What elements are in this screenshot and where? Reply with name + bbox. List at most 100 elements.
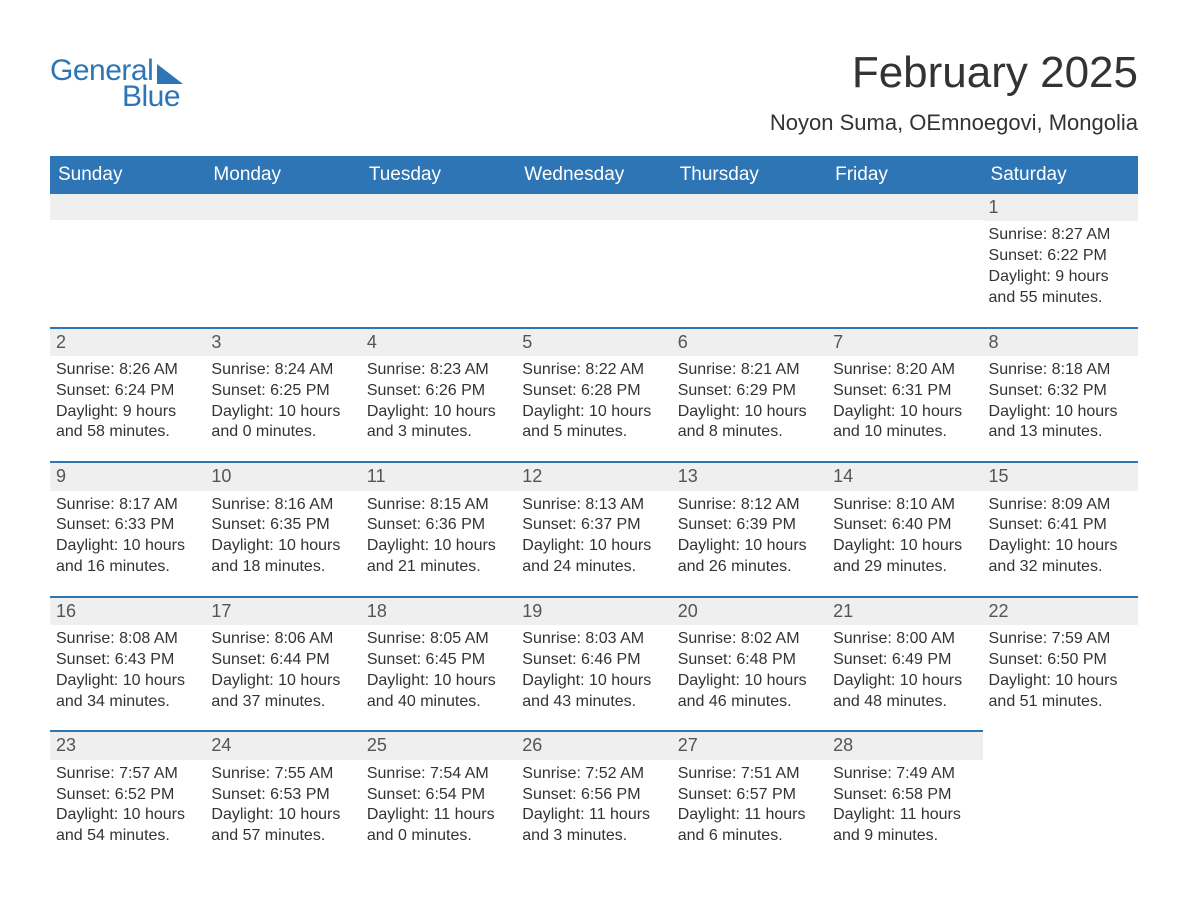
sunrise-text: Sunrise: 8:22 AM <box>522 360 665 381</box>
day-number: 8 <box>983 327 1138 356</box>
day-cell <box>516 194 671 327</box>
daylight-text: Daylight: 11 hours and 9 minutes. <box>833 805 976 847</box>
sunset-text: Sunset: 6:28 PM <box>522 381 665 402</box>
day-number: 24 <box>205 730 360 759</box>
sunset-text: Sunset: 6:49 PM <box>833 650 976 671</box>
page-title: February 2025 <box>770 48 1138 98</box>
empty-day-band <box>361 194 516 220</box>
daylight-text: Daylight: 11 hours and 0 minutes. <box>367 805 510 847</box>
day-number: 23 <box>50 730 205 759</box>
daylight-text: Daylight: 10 hours and 57 minutes. <box>211 805 354 847</box>
day-number: 17 <box>205 596 360 625</box>
sunrise-text: Sunrise: 8:16 AM <box>211 495 354 516</box>
calendar-table: Sunday Monday Tuesday Wednesday Thursday… <box>50 156 1138 865</box>
sunrise-text: Sunrise: 7:55 AM <box>211 764 354 785</box>
sunrise-text: Sunrise: 8:13 AM <box>522 495 665 516</box>
daylight-text: Daylight: 10 hours and 29 minutes. <box>833 536 976 578</box>
day-cell: 18Sunrise: 8:05 AMSunset: 6:45 PMDayligh… <box>361 596 516 731</box>
day-number: 28 <box>827 730 982 759</box>
day-number: 18 <box>361 596 516 625</box>
daylight-text: Daylight: 10 hours and 16 minutes. <box>56 536 199 578</box>
day-number: 20 <box>672 596 827 625</box>
day-number: 5 <box>516 327 671 356</box>
day-number: 22 <box>983 596 1138 625</box>
week-row: 9Sunrise: 8:17 AMSunset: 6:33 PMDaylight… <box>50 461 1138 596</box>
day-cell <box>361 194 516 327</box>
sunrise-text: Sunrise: 8:10 AM <box>833 495 976 516</box>
dow-wednesday: Wednesday <box>516 156 671 194</box>
sunset-text: Sunset: 6:22 PM <box>989 246 1132 267</box>
sunrise-text: Sunrise: 7:57 AM <box>56 764 199 785</box>
day-cell: 1Sunrise: 8:27 AMSunset: 6:22 PMDaylight… <box>983 194 1138 327</box>
sunset-text: Sunset: 6:50 PM <box>989 650 1132 671</box>
day-cell: 21Sunrise: 8:00 AMSunset: 6:49 PMDayligh… <box>827 596 982 731</box>
daylight-text: Daylight: 10 hours and 54 minutes. <box>56 805 199 847</box>
daylight-text: Daylight: 10 hours and 10 minutes. <box>833 402 976 444</box>
day-cell: 5Sunrise: 8:22 AMSunset: 6:28 PMDaylight… <box>516 327 671 462</box>
daylight-text: Daylight: 10 hours and 34 minutes. <box>56 671 199 713</box>
day-cell: 15Sunrise: 8:09 AMSunset: 6:41 PMDayligh… <box>983 461 1138 596</box>
sunrise-text: Sunrise: 7:52 AM <box>522 764 665 785</box>
header: General Blue February 2025 Noyon Suma, O… <box>50 48 1138 150</box>
week-row: 16Sunrise: 8:08 AMSunset: 6:43 PMDayligh… <box>50 596 1138 731</box>
daylight-text: Daylight: 10 hours and 51 minutes. <box>989 671 1132 713</box>
daylight-text: Daylight: 11 hours and 3 minutes. <box>522 805 665 847</box>
sunrise-text: Sunrise: 8:02 AM <box>678 629 821 650</box>
day-cell: 20Sunrise: 8:02 AMSunset: 6:48 PMDayligh… <box>672 596 827 731</box>
day-cell: 3Sunrise: 8:24 AMSunset: 6:25 PMDaylight… <box>205 327 360 462</box>
sunrise-text: Sunrise: 8:06 AM <box>211 629 354 650</box>
day-cell: 27Sunrise: 7:51 AMSunset: 6:57 PMDayligh… <box>672 730 827 865</box>
location-subtitle: Noyon Suma, OEmnoegovi, Mongolia <box>770 110 1138 136</box>
sunset-text: Sunset: 6:40 PM <box>833 515 976 536</box>
sunrise-text: Sunrise: 8:00 AM <box>833 629 976 650</box>
sunrise-text: Sunrise: 8:03 AM <box>522 629 665 650</box>
daylight-text: Daylight: 9 hours and 58 minutes. <box>56 402 199 444</box>
day-number: 11 <box>361 461 516 490</box>
day-number: 19 <box>516 596 671 625</box>
daylight-text: Daylight: 10 hours and 8 minutes. <box>678 402 821 444</box>
daylight-text: Daylight: 10 hours and 18 minutes. <box>211 536 354 578</box>
week-row: 1Sunrise: 8:27 AMSunset: 6:22 PMDaylight… <box>50 194 1138 327</box>
day-number: 27 <box>672 730 827 759</box>
empty-day-band <box>50 194 205 220</box>
dow-tuesday: Tuesday <box>361 156 516 194</box>
day-number: 7 <box>827 327 982 356</box>
sunset-text: Sunset: 6:36 PM <box>367 515 510 536</box>
sunset-text: Sunset: 6:48 PM <box>678 650 821 671</box>
day-cell: 25Sunrise: 7:54 AMSunset: 6:54 PMDayligh… <box>361 730 516 865</box>
sunset-text: Sunset: 6:52 PM <box>56 785 199 806</box>
day-number: 21 <box>827 596 982 625</box>
daylight-text: Daylight: 9 hours and 55 minutes. <box>989 267 1132 309</box>
day-number: 15 <box>983 461 1138 490</box>
day-number: 6 <box>672 327 827 356</box>
day-cell <box>205 194 360 327</box>
day-number: 16 <box>50 596 205 625</box>
day-number: 3 <box>205 327 360 356</box>
sunrise-text: Sunrise: 8:23 AM <box>367 360 510 381</box>
sunset-text: Sunset: 6:33 PM <box>56 515 199 536</box>
day-cell: 10 Sunrise: 8:16 AMSunset: 6:35 PMDayligh… <box>205 461 360 596</box>
daylight-text: Daylight: 10 hours and 32 minutes. <box>989 536 1132 578</box>
sunset-text: Sunset: 6:39 PM <box>678 515 821 536</box>
sunset-text: Sunset: 6:29 PM <box>678 381 821 402</box>
daylight-text: Daylight: 10 hours and 3 minutes. <box>367 402 510 444</box>
day-number: 10 <box>205 461 360 490</box>
day-cell: 2Sunrise: 8:26 AMSunset: 6:24 PMDaylight… <box>50 327 205 462</box>
day-cell <box>672 194 827 327</box>
dow-monday: Monday <box>205 156 360 194</box>
week-row: 23Sunrise: 7:57 AMSunset: 6:52 PMDayligh… <box>50 730 1138 865</box>
sunset-text: Sunset: 6:41 PM <box>989 515 1132 536</box>
sunrise-text: Sunrise: 8:24 AM <box>211 360 354 381</box>
sunrise-text: Sunrise: 7:49 AM <box>833 764 976 785</box>
day-cell <box>827 194 982 327</box>
sunset-text: Sunset: 6:35 PM <box>211 515 354 536</box>
sunset-text: Sunset: 6:43 PM <box>56 650 199 671</box>
day-cell: 7Sunrise: 8:20 AMSunset: 6:31 PMDaylight… <box>827 327 982 462</box>
sunrise-text: Sunrise: 7:51 AM <box>678 764 821 785</box>
sunrise-text: Sunrise: 8:27 AM <box>989 225 1132 246</box>
sunset-text: Sunset: 6:53 PM <box>211 785 354 806</box>
empty-day-band <box>205 194 360 220</box>
day-cell: 8Sunrise: 8:18 AMSunset: 6:32 PMDaylight… <box>983 327 1138 462</box>
sunset-text: Sunset: 6:37 PM <box>522 515 665 536</box>
sunset-text: Sunset: 6:24 PM <box>56 381 199 402</box>
